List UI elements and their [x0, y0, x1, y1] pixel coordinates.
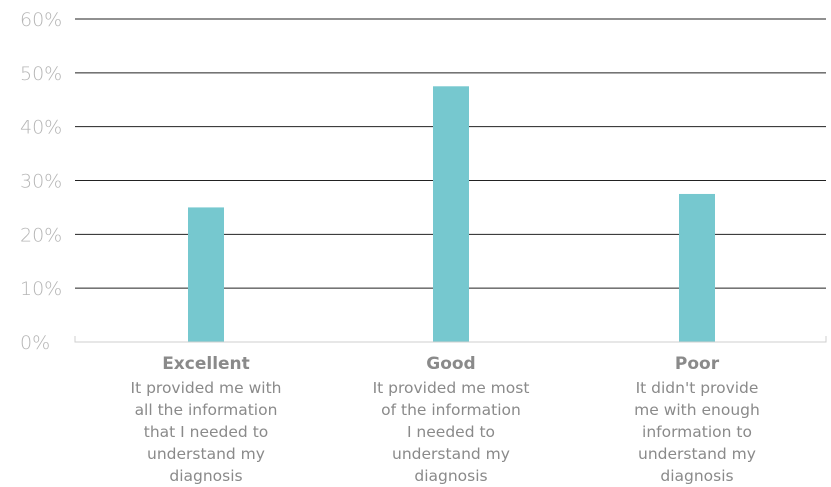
y-tick-label: 30% [20, 171, 62, 193]
y-tick-label: 10% [20, 278, 62, 300]
y-tick-label: 0% [20, 332, 50, 354]
x-axis-baseline [74, 336, 827, 343]
y-tick-label: 50% [20, 63, 62, 85]
bars [188, 86, 715, 343]
bar-good [433, 86, 469, 343]
category-title: Excellent [162, 354, 250, 374]
bar-poor [679, 193, 715, 342]
category-description: It provided me with all the information … [130, 379, 282, 485]
y-tick-label: 40% [20, 117, 62, 139]
y-tick-label: 60% [20, 9, 62, 31]
category-description: It didn't provide me with enough informa… [634, 379, 760, 485]
y-tick-label: 20% [20, 224, 62, 246]
y-axis-tick-labels: 0% 10% 20% 30% 40% 50% 60% [20, 9, 62, 354]
category-description: It provided me most of the information I… [372, 379, 530, 485]
category-title: Poor [674, 354, 720, 374]
category-title: Good [426, 354, 476, 374]
bar-excellent [188, 207, 224, 342]
